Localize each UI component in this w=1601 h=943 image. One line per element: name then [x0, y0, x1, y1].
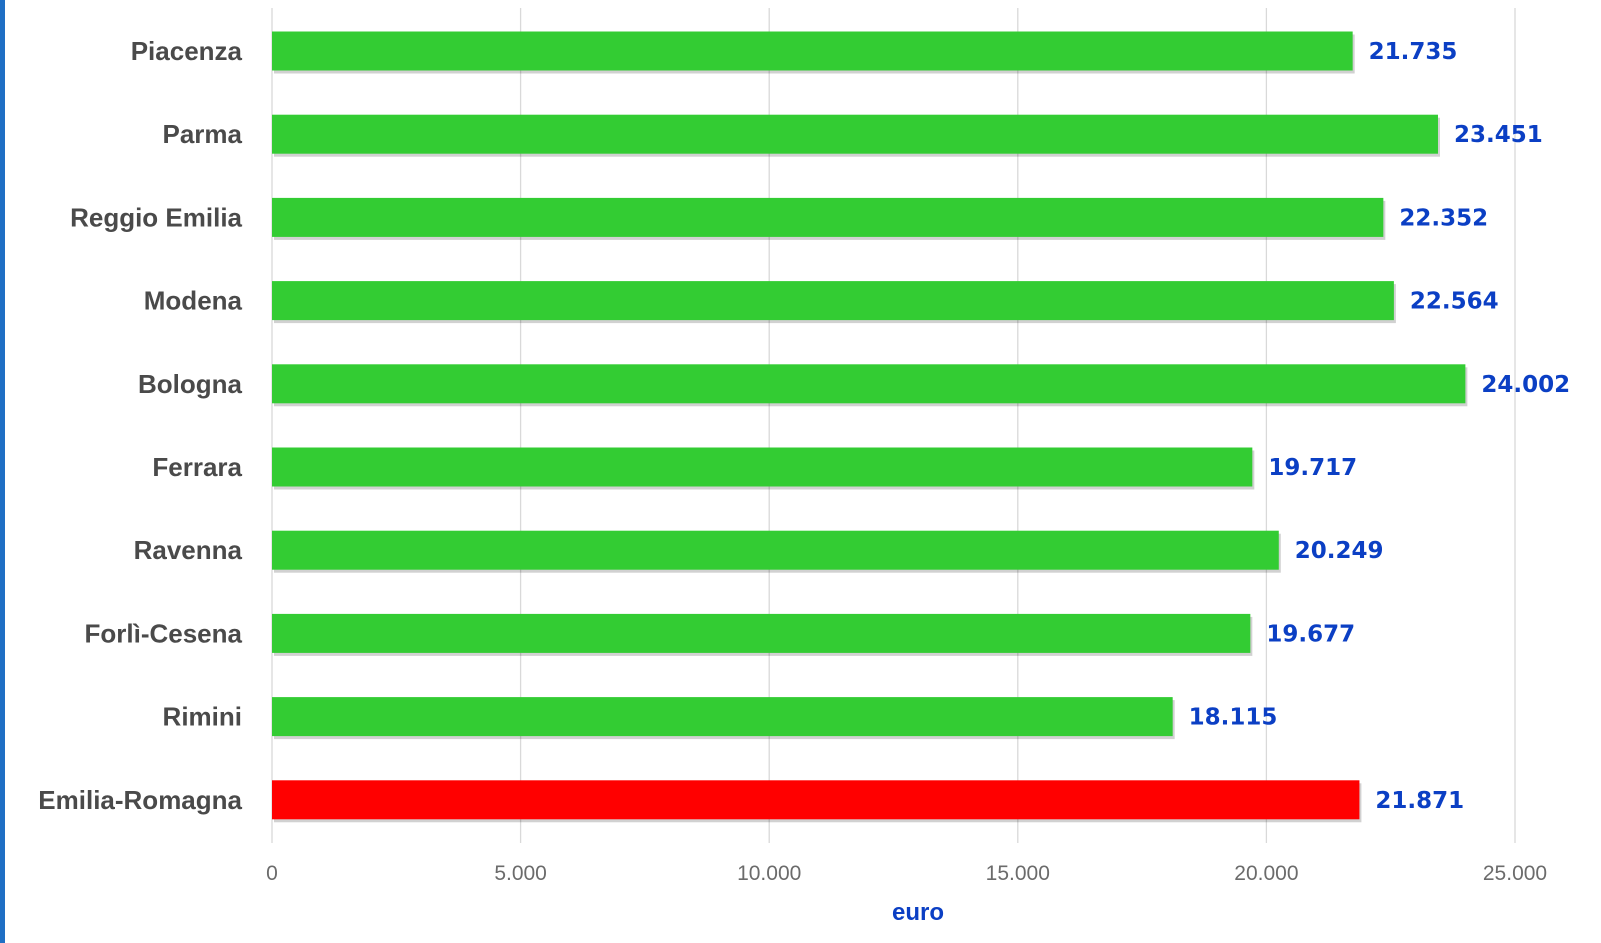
category-labels: Piacenza Parma Reggio Emilia Modena Bologna F…	[38, 36, 242, 815]
value-label: 18.115	[1189, 705, 1278, 731]
category-label: Emilia-Romagna	[38, 785, 242, 815]
x-axis-title: euro	[892, 899, 944, 926]
x-tick-labels: 0 5.000 10.000 15.000 20.000 25.000	[266, 862, 1547, 885]
bar-forl-cesena	[272, 613, 1251, 653]
bars	[272, 31, 1468, 823]
value-label: 19.677	[1266, 621, 1355, 647]
bar-modena	[272, 281, 1394, 321]
value-labels: 21.735 23.451 22.352 22.564 24.002 19.717 20.2…	[1189, 39, 1570, 814]
bar-piacenza	[272, 31, 1353, 71]
x-tick-label: 20.000	[1234, 862, 1298, 885]
bar-bologna	[272, 364, 1466, 404]
value-label: 21.735	[1369, 39, 1458, 65]
value-label: 23.451	[1454, 122, 1543, 148]
category-label: Ravenna	[134, 535, 243, 565]
bar-reggio-emilia	[272, 197, 1384, 237]
x-tick-label: 10.000	[737, 862, 801, 885]
category-label: Forlì-Cesena	[85, 618, 243, 648]
category-label: Bologna	[138, 369, 243, 399]
value-label: 22.352	[1399, 205, 1488, 231]
bar-ravenna	[272, 530, 1279, 570]
bar-emilia-romagna	[272, 780, 1360, 820]
bar-rimini	[272, 697, 1173, 737]
value-label: 22.564	[1410, 289, 1499, 315]
value-label: 19.717	[1268, 455, 1357, 481]
value-label: 24.002	[1481, 372, 1570, 398]
x-tick-label: 5.000	[494, 862, 547, 885]
value-label: 20.249	[1295, 538, 1384, 564]
category-label: Ferrara	[152, 452, 242, 482]
x-tick-label: 25.000	[1483, 862, 1547, 885]
category-label: Modena	[144, 286, 243, 316]
frame-left-border	[0, 0, 5, 943]
category-label: Reggio Emilia	[70, 202, 242, 232]
x-tick-label: 15.000	[986, 862, 1050, 885]
bar-ferrara	[272, 447, 1253, 487]
value-label: 21.871	[1375, 788, 1464, 814]
category-label: Piacenza	[131, 36, 243, 66]
category-label: Parma	[163, 119, 243, 149]
x-tick-label: 0	[266, 862, 278, 885]
category-label: Rimini	[163, 702, 242, 732]
bar-parma	[272, 114, 1438, 154]
